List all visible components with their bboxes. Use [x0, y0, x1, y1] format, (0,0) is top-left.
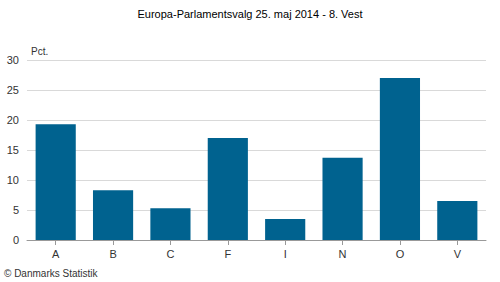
svg-text:N: N — [339, 248, 347, 260]
svg-text:30: 30 — [7, 54, 19, 66]
svg-text:0: 0 — [13, 234, 19, 246]
svg-text:F: F — [224, 248, 231, 260]
svg-text:O: O — [396, 248, 405, 260]
svg-text:Europa-Parlamentsvalg 25. maj: Europa-Parlamentsvalg 25. maj 2014 - 8. … — [137, 8, 362, 20]
svg-text:Pct.: Pct. — [31, 46, 48, 57]
svg-text:I: I — [284, 248, 287, 260]
svg-text:10: 10 — [7, 174, 19, 186]
svg-text:A: A — [52, 248, 60, 260]
svg-text:B: B — [109, 248, 116, 260]
svg-text:25: 25 — [7, 84, 19, 96]
svg-text:V: V — [454, 248, 462, 260]
svg-text:C: C — [166, 248, 174, 260]
svg-text:20: 20 — [7, 114, 19, 126]
svg-text:15: 15 — [7, 144, 19, 156]
svg-text:5: 5 — [13, 204, 19, 216]
svg-text:© Danmarks Statistik: © Danmarks Statistik — [4, 268, 99, 279]
